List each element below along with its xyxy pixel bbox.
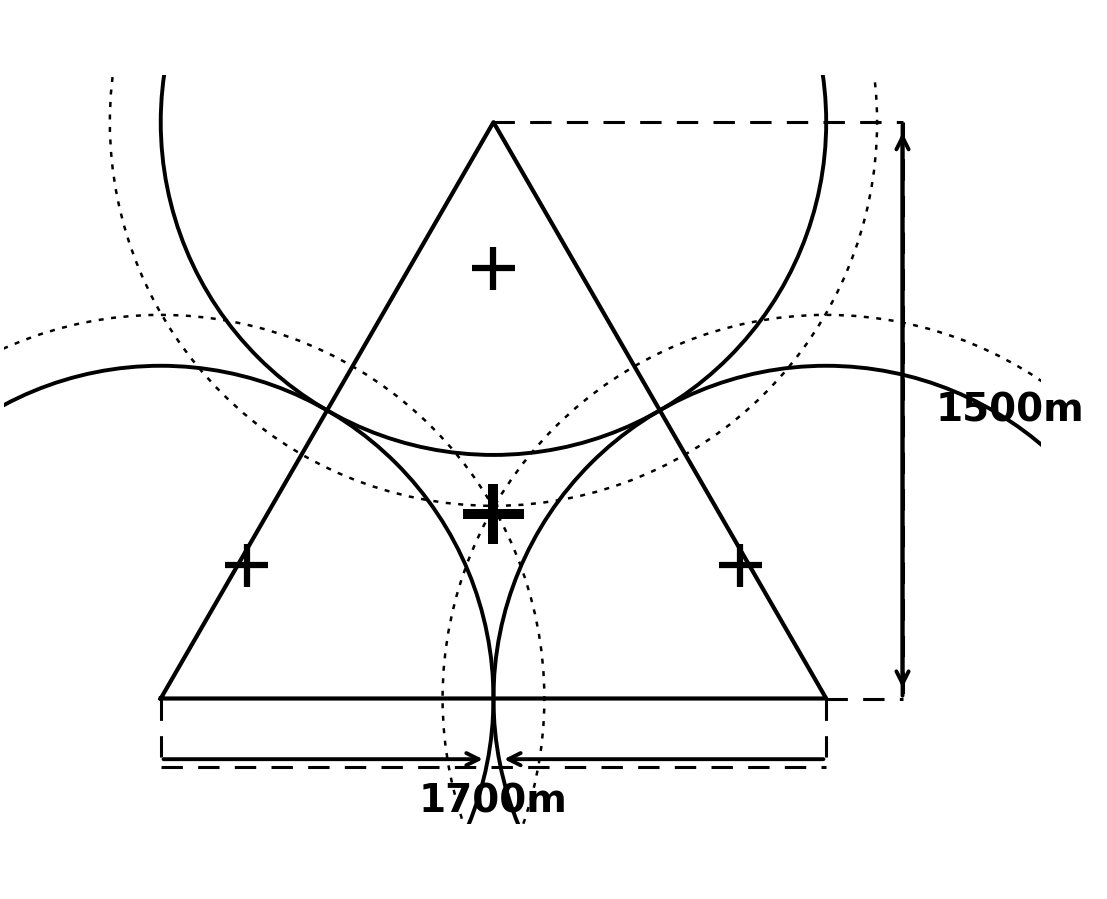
Text: 1700m: 1700m	[420, 783, 568, 821]
Text: 1500m: 1500m	[935, 391, 1085, 430]
